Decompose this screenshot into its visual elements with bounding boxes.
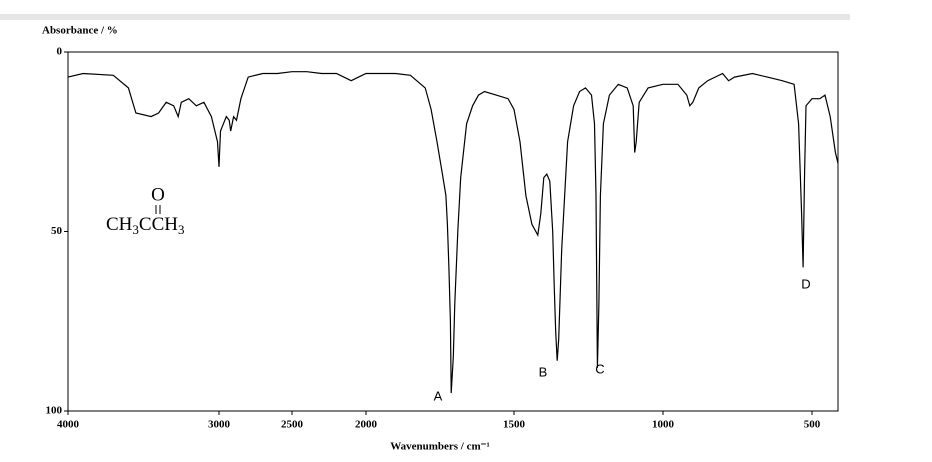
- formula-sub: 3: [178, 222, 185, 237]
- formula-part: CH: [152, 214, 179, 235]
- top-bar: [0, 14, 850, 20]
- x-tick-label: 2000: [355, 419, 378, 431]
- y-tick-label: 100: [46, 405, 63, 417]
- x-tick-label: 4000: [57, 419, 80, 431]
- x-axis-label: Wavenumbers / cm⁻¹: [390, 441, 490, 453]
- x-tick-label: 1000: [652, 419, 675, 431]
- spectrum-line: [67, 71, 839, 394]
- annotation: D: [801, 276, 810, 291]
- x-tick-label: 3000: [208, 419, 231, 431]
- formula-part: CH: [106, 214, 133, 235]
- formula-sub: 3: [132, 222, 139, 237]
- molecule-oxygen: O: [151, 184, 165, 205]
- annotation: B: [539, 364, 548, 379]
- annotation: C: [595, 361, 604, 376]
- y-tick-label: 50: [51, 225, 63, 237]
- formula-part: C: [139, 214, 152, 235]
- y-axis-label: Absorbance / %: [42, 25, 118, 37]
- x-tick-label: 1500: [503, 419, 526, 431]
- y-tick-label: 0: [57, 46, 63, 58]
- molecule-formula: CH3CCH3: [106, 214, 185, 237]
- annotation: A: [434, 388, 443, 403]
- x-tick-label: 500: [804, 419, 821, 431]
- x-tick-label: 2500: [281, 419, 304, 431]
